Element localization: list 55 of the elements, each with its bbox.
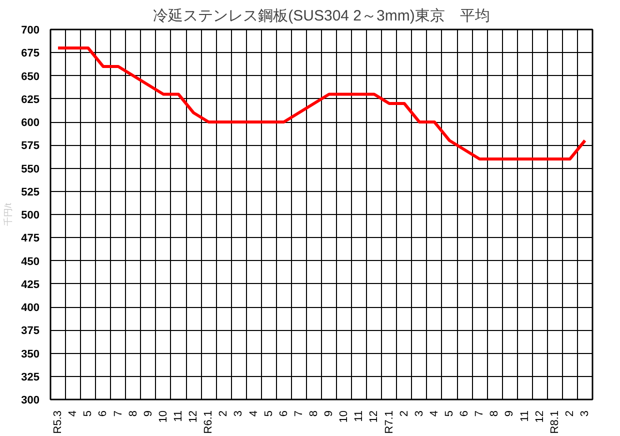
x-tick-label: 10 [157, 410, 170, 423]
x-tick-label: 9 [142, 410, 154, 417]
x-tick-label: 11 [518, 410, 531, 422]
x-tick-label: 5 [262, 410, 275, 417]
y-tick-label: 350 [21, 348, 40, 360]
x-tick-label: 6 [278, 410, 290, 417]
x-tick-label: 2 [218, 410, 230, 417]
y-tick-label: 650 [21, 70, 40, 83]
x-tick-label: 7 [292, 410, 305, 417]
x-tick-label: 8 [308, 410, 320, 417]
x-tick-label: 12 [368, 410, 380, 423]
x-tick-label: 7 [112, 410, 124, 417]
x-tick-label: 2 [564, 410, 576, 417]
x-tick-label: 7 [474, 410, 486, 417]
x-tick-label: 3 [413, 410, 426, 417]
x-tick-label: R6.1 [202, 410, 215, 434]
x-tick-label: 3 [578, 410, 591, 417]
x-tick-label: 11 [172, 410, 184, 422]
y-tick-label: 500 [21, 210, 40, 222]
x-tick-label: 11 [353, 410, 366, 422]
y-tick-label: 375 [21, 325, 40, 338]
x-tick-label: 12 [534, 410, 546, 423]
x-tick-label: 4 [248, 410, 260, 417]
x-tick-label: 12 [188, 410, 200, 423]
y-tick-label: 525 [21, 186, 40, 198]
x-tick-label: 8 [127, 410, 140, 417]
y-tick-label: 675 [21, 48, 40, 60]
y-tick-label: 325 [21, 371, 40, 384]
y-tick-label: 550 [21, 163, 40, 176]
y-tick-label: 575 [21, 140, 40, 152]
x-tick-label: 9 [504, 410, 516, 417]
y-tick-label: 300 [21, 394, 40, 406]
y-tick-label: 475 [21, 232, 40, 245]
y-tick-label: 425 [21, 278, 40, 291]
x-tick-label: 5 [82, 410, 94, 417]
y-tick-label: 450 [21, 256, 40, 268]
x-tick-label: 9 [323, 410, 336, 417]
y-tick-label: 625 [21, 94, 40, 106]
x-tick-label: R5.3 [52, 410, 64, 434]
x-tick-label: 5 [443, 410, 456, 417]
x-tick-label: 2 [398, 410, 410, 417]
chart-title: 冷延ステンレス鋼板(SUS304 2～3mm)東京 平均 [153, 8, 490, 24]
y-tick-label: 700 [21, 24, 40, 36]
x-tick-label: 4 [428, 410, 440, 417]
x-tick-label: R7.1 [383, 410, 396, 434]
x-tick-label: 6 [97, 410, 110, 417]
y-tick-label: 600 [21, 117, 40, 129]
x-tick-label: 6 [458, 410, 471, 417]
x-tick-label: 10 [338, 410, 350, 423]
x-tick-label: 4 [67, 410, 80, 417]
line-series [56, 46, 586, 160]
x-tick-label: 8 [488, 410, 501, 417]
x-tick-label: R8.1 [548, 410, 561, 434]
y-tick-label: 400 [21, 302, 40, 314]
x-tick-label: 3 [232, 410, 245, 417]
